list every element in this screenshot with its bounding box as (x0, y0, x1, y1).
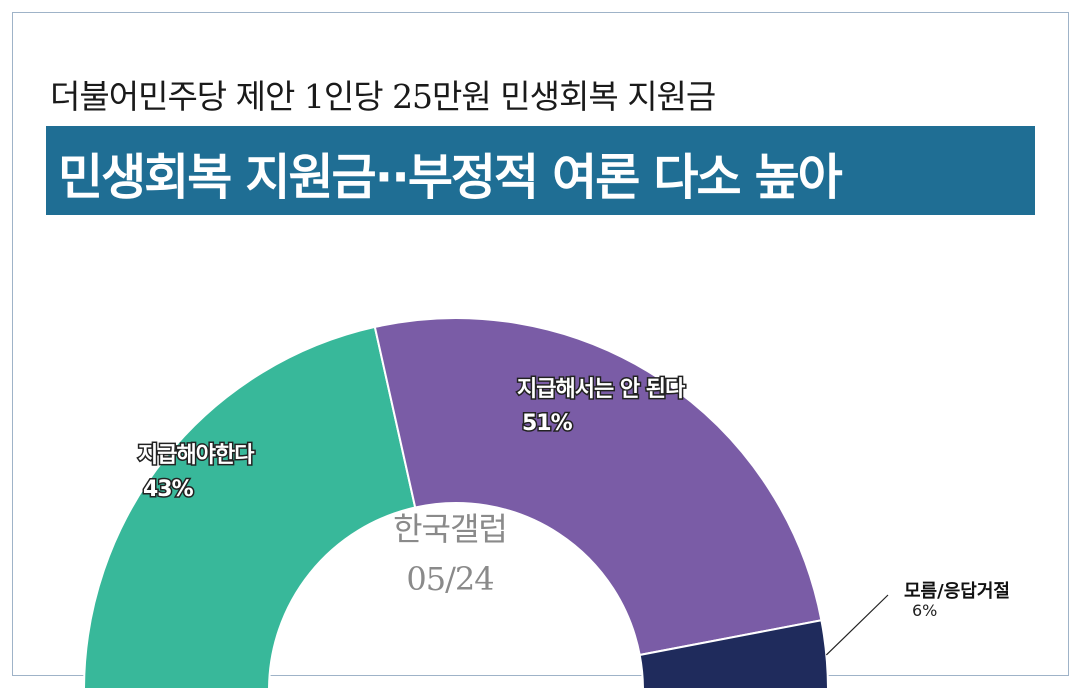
slices-group (83, 317, 829, 688)
slice-unknown (638, 619, 829, 688)
title-bar (46, 126, 1035, 215)
chart-frame (12, 12, 1069, 676)
center-date-label: 05/24 (406, 560, 493, 598)
slice-support (83, 325, 417, 688)
slice-oppose (373, 317, 823, 657)
leader-line-unknown (825, 594, 889, 656)
chart-title: 민생회복 지원금··부정적 여론 다소 높아 (58, 149, 843, 206)
slice-label-support: 지급해야한다 (138, 443, 255, 468)
slice-value-unknown: 6% (912, 601, 937, 620)
slice-value-oppose: 51% (522, 411, 573, 436)
center-source-label: 한국갤럽 (393, 510, 507, 548)
slice-value-support: 43% (143, 477, 194, 502)
slice-label-unknown: 모름/응답거절 (904, 581, 1010, 602)
slice-label-oppose: 지급해서는 안 된다 (517, 377, 686, 402)
chart-subtitle: 더불어민주당 제안 1인당 25만원 민생회복 지원금 (50, 77, 716, 116)
